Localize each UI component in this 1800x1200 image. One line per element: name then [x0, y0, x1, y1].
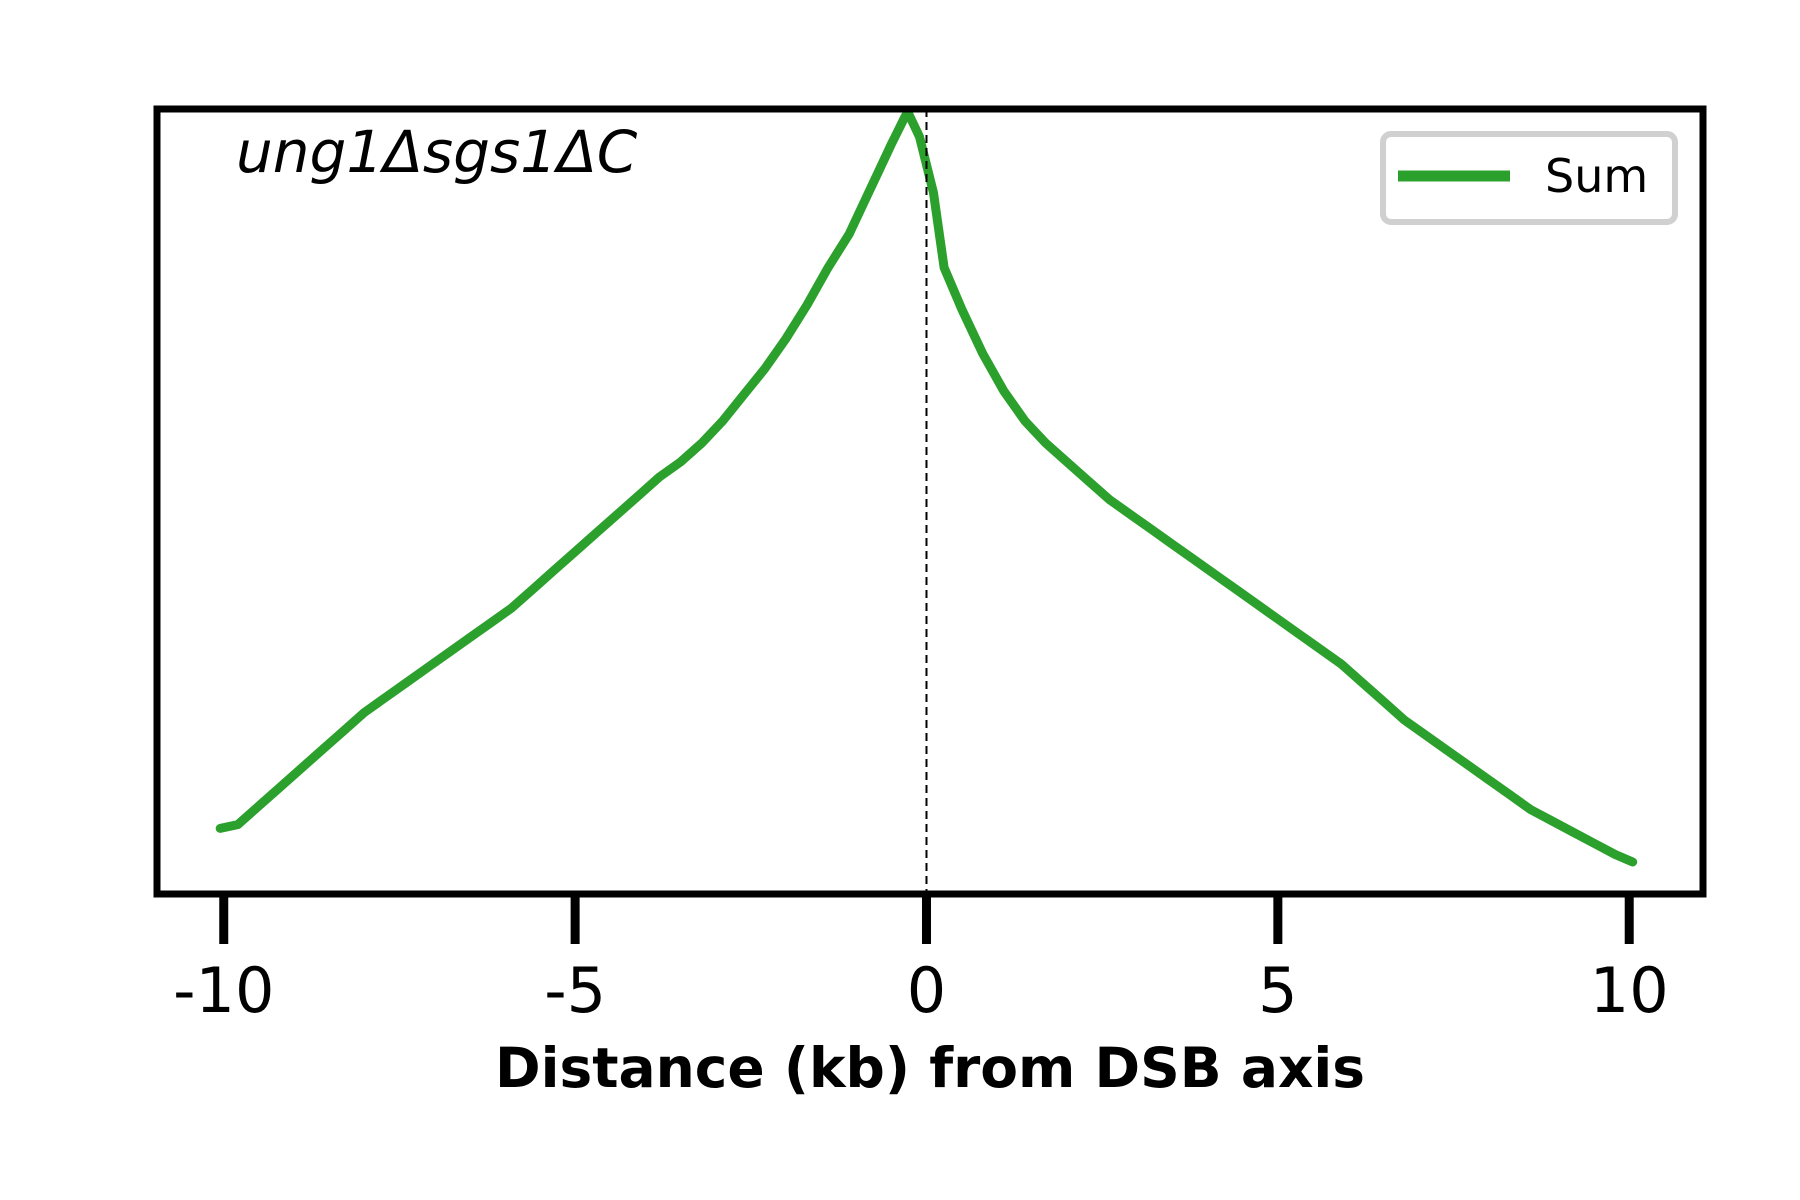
panel-title: ung1Δsgs1ΔC [236, 118, 638, 186]
x-axis-label: Distance (kb) from DSB axis [495, 1036, 1365, 1100]
x-tick-label: -10 [173, 954, 274, 1027]
x-tick-label: -5 [544, 954, 606, 1027]
x-tick-label: 0 [907, 954, 946, 1027]
legend-box [1380, 131, 1678, 225]
series-layer [215, 109, 1638, 867]
plot-area-frame [153, 105, 1707, 898]
legend-label-sum: Sum [1545, 149, 1648, 203]
legend: Sum [1380, 131, 1678, 225]
x-tick-label: 10 [1590, 954, 1669, 1027]
x-tick-label: 5 [1258, 954, 1297, 1027]
x-axis-ticks: -10 -5 0 5 10 [173, 894, 1669, 1027]
series-line-sum [215, 109, 1638, 867]
